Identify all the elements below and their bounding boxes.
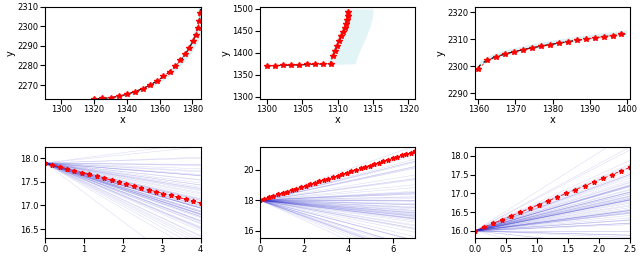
- Y-axis label: y: y: [436, 50, 446, 56]
- X-axis label: x: x: [550, 115, 556, 125]
- Y-axis label: y: y: [6, 50, 16, 56]
- X-axis label: x: x: [120, 115, 125, 125]
- X-axis label: x: x: [335, 115, 340, 125]
- Y-axis label: y: y: [221, 50, 231, 56]
